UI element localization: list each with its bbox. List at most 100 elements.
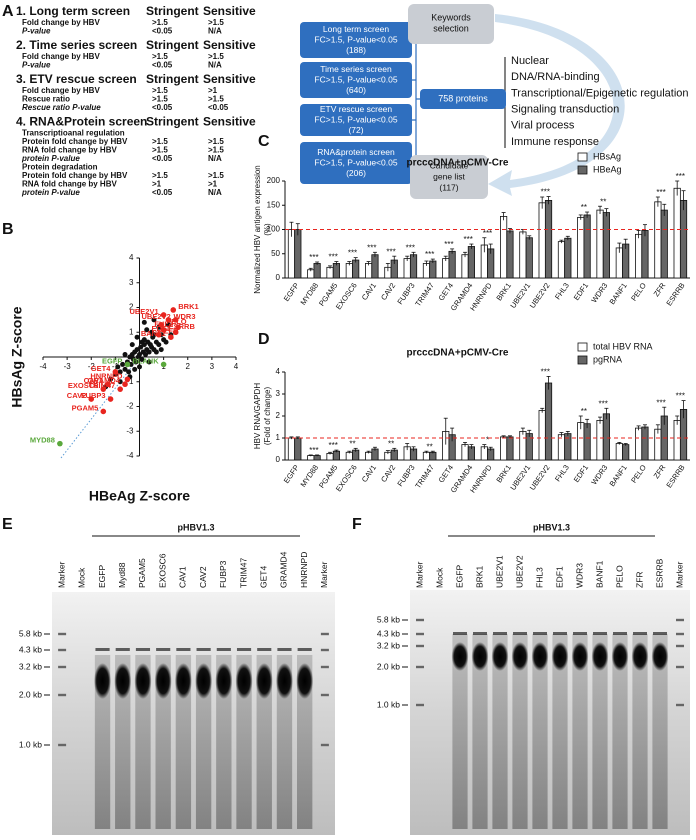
significance: ***	[541, 368, 550, 377]
point-label: ESRRB	[169, 322, 196, 331]
blot-band	[176, 648, 191, 651]
keyword-category: DNA/RNA-binding	[511, 71, 600, 83]
x-tick-label: FHL3	[553, 281, 571, 301]
blot-band	[114, 663, 132, 699]
screen-box-text: FC>1.5, P-value<0.05	[314, 34, 397, 44]
marker-band	[676, 632, 684, 636]
keyword-category: Viral process	[511, 120, 575, 132]
lane-label: CAV1	[178, 566, 188, 588]
marker-band	[676, 665, 684, 669]
merged-text: 758 proteins	[438, 93, 488, 103]
row-label: Fold change by HBV	[22, 18, 100, 27]
x-tick-label: ESRRB	[664, 281, 686, 307]
row-label: Fold change by HBV	[22, 52, 100, 61]
screen-title: 4. RNA&Protein screen	[16, 115, 147, 129]
smear	[472, 634, 488, 829]
smear	[452, 634, 468, 829]
bar	[467, 246, 475, 279]
bar	[641, 230, 649, 279]
marker-band	[58, 632, 67, 636]
significance: **	[600, 197, 606, 206]
smear	[552, 634, 568, 829]
significance: ***	[541, 188, 550, 197]
screen-box-text: ETV rescue screen	[320, 104, 393, 114]
point	[122, 381, 128, 388]
blot-band	[154, 663, 172, 699]
row-label: Protein fold change by HBV	[22, 171, 128, 180]
blot-band	[473, 632, 487, 635]
bar	[615, 443, 623, 461]
point	[146, 349, 152, 355]
lane-label: Mock	[434, 567, 444, 588]
criterion: <0.05	[152, 103, 173, 112]
smear	[512, 634, 528, 829]
row-subheader: Protein degradation	[22, 163, 98, 172]
smear	[572, 634, 588, 829]
x-tick-label: BRK1	[494, 463, 513, 484]
y-tick-label: 3	[276, 389, 281, 398]
y-tick-label: 2	[276, 411, 281, 420]
row-label: P-value	[22, 61, 51, 70]
point	[117, 379, 123, 385]
smear	[296, 655, 313, 829]
legend-label: HBsAg	[593, 151, 621, 161]
column-header: Sensitive	[203, 38, 256, 52]
legend-swatch	[577, 165, 588, 175]
significance: ***	[367, 243, 376, 252]
criterion: N/A	[208, 188, 222, 197]
connector	[412, 39, 420, 161]
point-label: PELO	[166, 317, 187, 326]
x-tick-label: PELO	[629, 463, 648, 485]
row-label: RNA fold change by HBV	[22, 180, 117, 189]
point-label: MYD88	[30, 436, 55, 445]
row-label: Fold change by HBV	[22, 86, 100, 95]
x-tick-label: BANF1	[608, 281, 629, 306]
smear	[256, 655, 272, 829]
blot-band	[493, 632, 507, 635]
lane-label: BRK1	[474, 566, 484, 588]
blot-band	[297, 648, 312, 651]
bar	[660, 209, 668, 279]
smear	[236, 655, 252, 829]
bar	[294, 229, 302, 279]
point	[156, 342, 162, 348]
point	[112, 369, 119, 375]
smear	[175, 655, 192, 829]
keywords-box	[408, 4, 494, 44]
y-tick-label: 100	[267, 225, 281, 234]
row-subheader: Transcriptioanal regulation	[22, 129, 125, 138]
criterion: >1	[152, 180, 162, 189]
criterion: N/A	[208, 154, 222, 163]
blot-band	[553, 632, 567, 635]
legend-label: pgRNA	[593, 354, 622, 364]
significance: **	[427, 442, 433, 451]
point	[163, 339, 169, 345]
bar	[577, 216, 585, 279]
bar	[519, 231, 527, 279]
screen-box-text: (640)	[346, 85, 366, 95]
keyword-category: Transcriptional/Epigenetic regulation	[511, 87, 689, 99]
point-label: EXOSC6	[68, 381, 98, 390]
point	[132, 366, 138, 372]
marker-band	[58, 693, 67, 697]
point	[117, 369, 123, 375]
row-label: Rescue ratio	[22, 95, 70, 104]
marker-band	[320, 743, 329, 747]
criterion: >1.5	[152, 137, 168, 146]
significance: **	[581, 407, 587, 416]
blot-band	[453, 632, 467, 635]
point	[134, 347, 140, 353]
bar	[622, 243, 630, 279]
y-tick-label: 150	[267, 200, 281, 209]
bar	[557, 241, 566, 279]
bar	[673, 419, 681, 461]
marker-band	[58, 648, 67, 652]
y-tick-label: 4	[276, 367, 281, 376]
significance: ***	[309, 446, 318, 455]
size-label: 3.2 kb	[377, 640, 400, 650]
bar	[371, 254, 379, 279]
lane-label: EGFP	[97, 565, 107, 588]
screen-title: 1. Long term screen	[16, 4, 130, 18]
blot-band	[593, 632, 607, 635]
criterion: >1.5	[152, 52, 168, 61]
